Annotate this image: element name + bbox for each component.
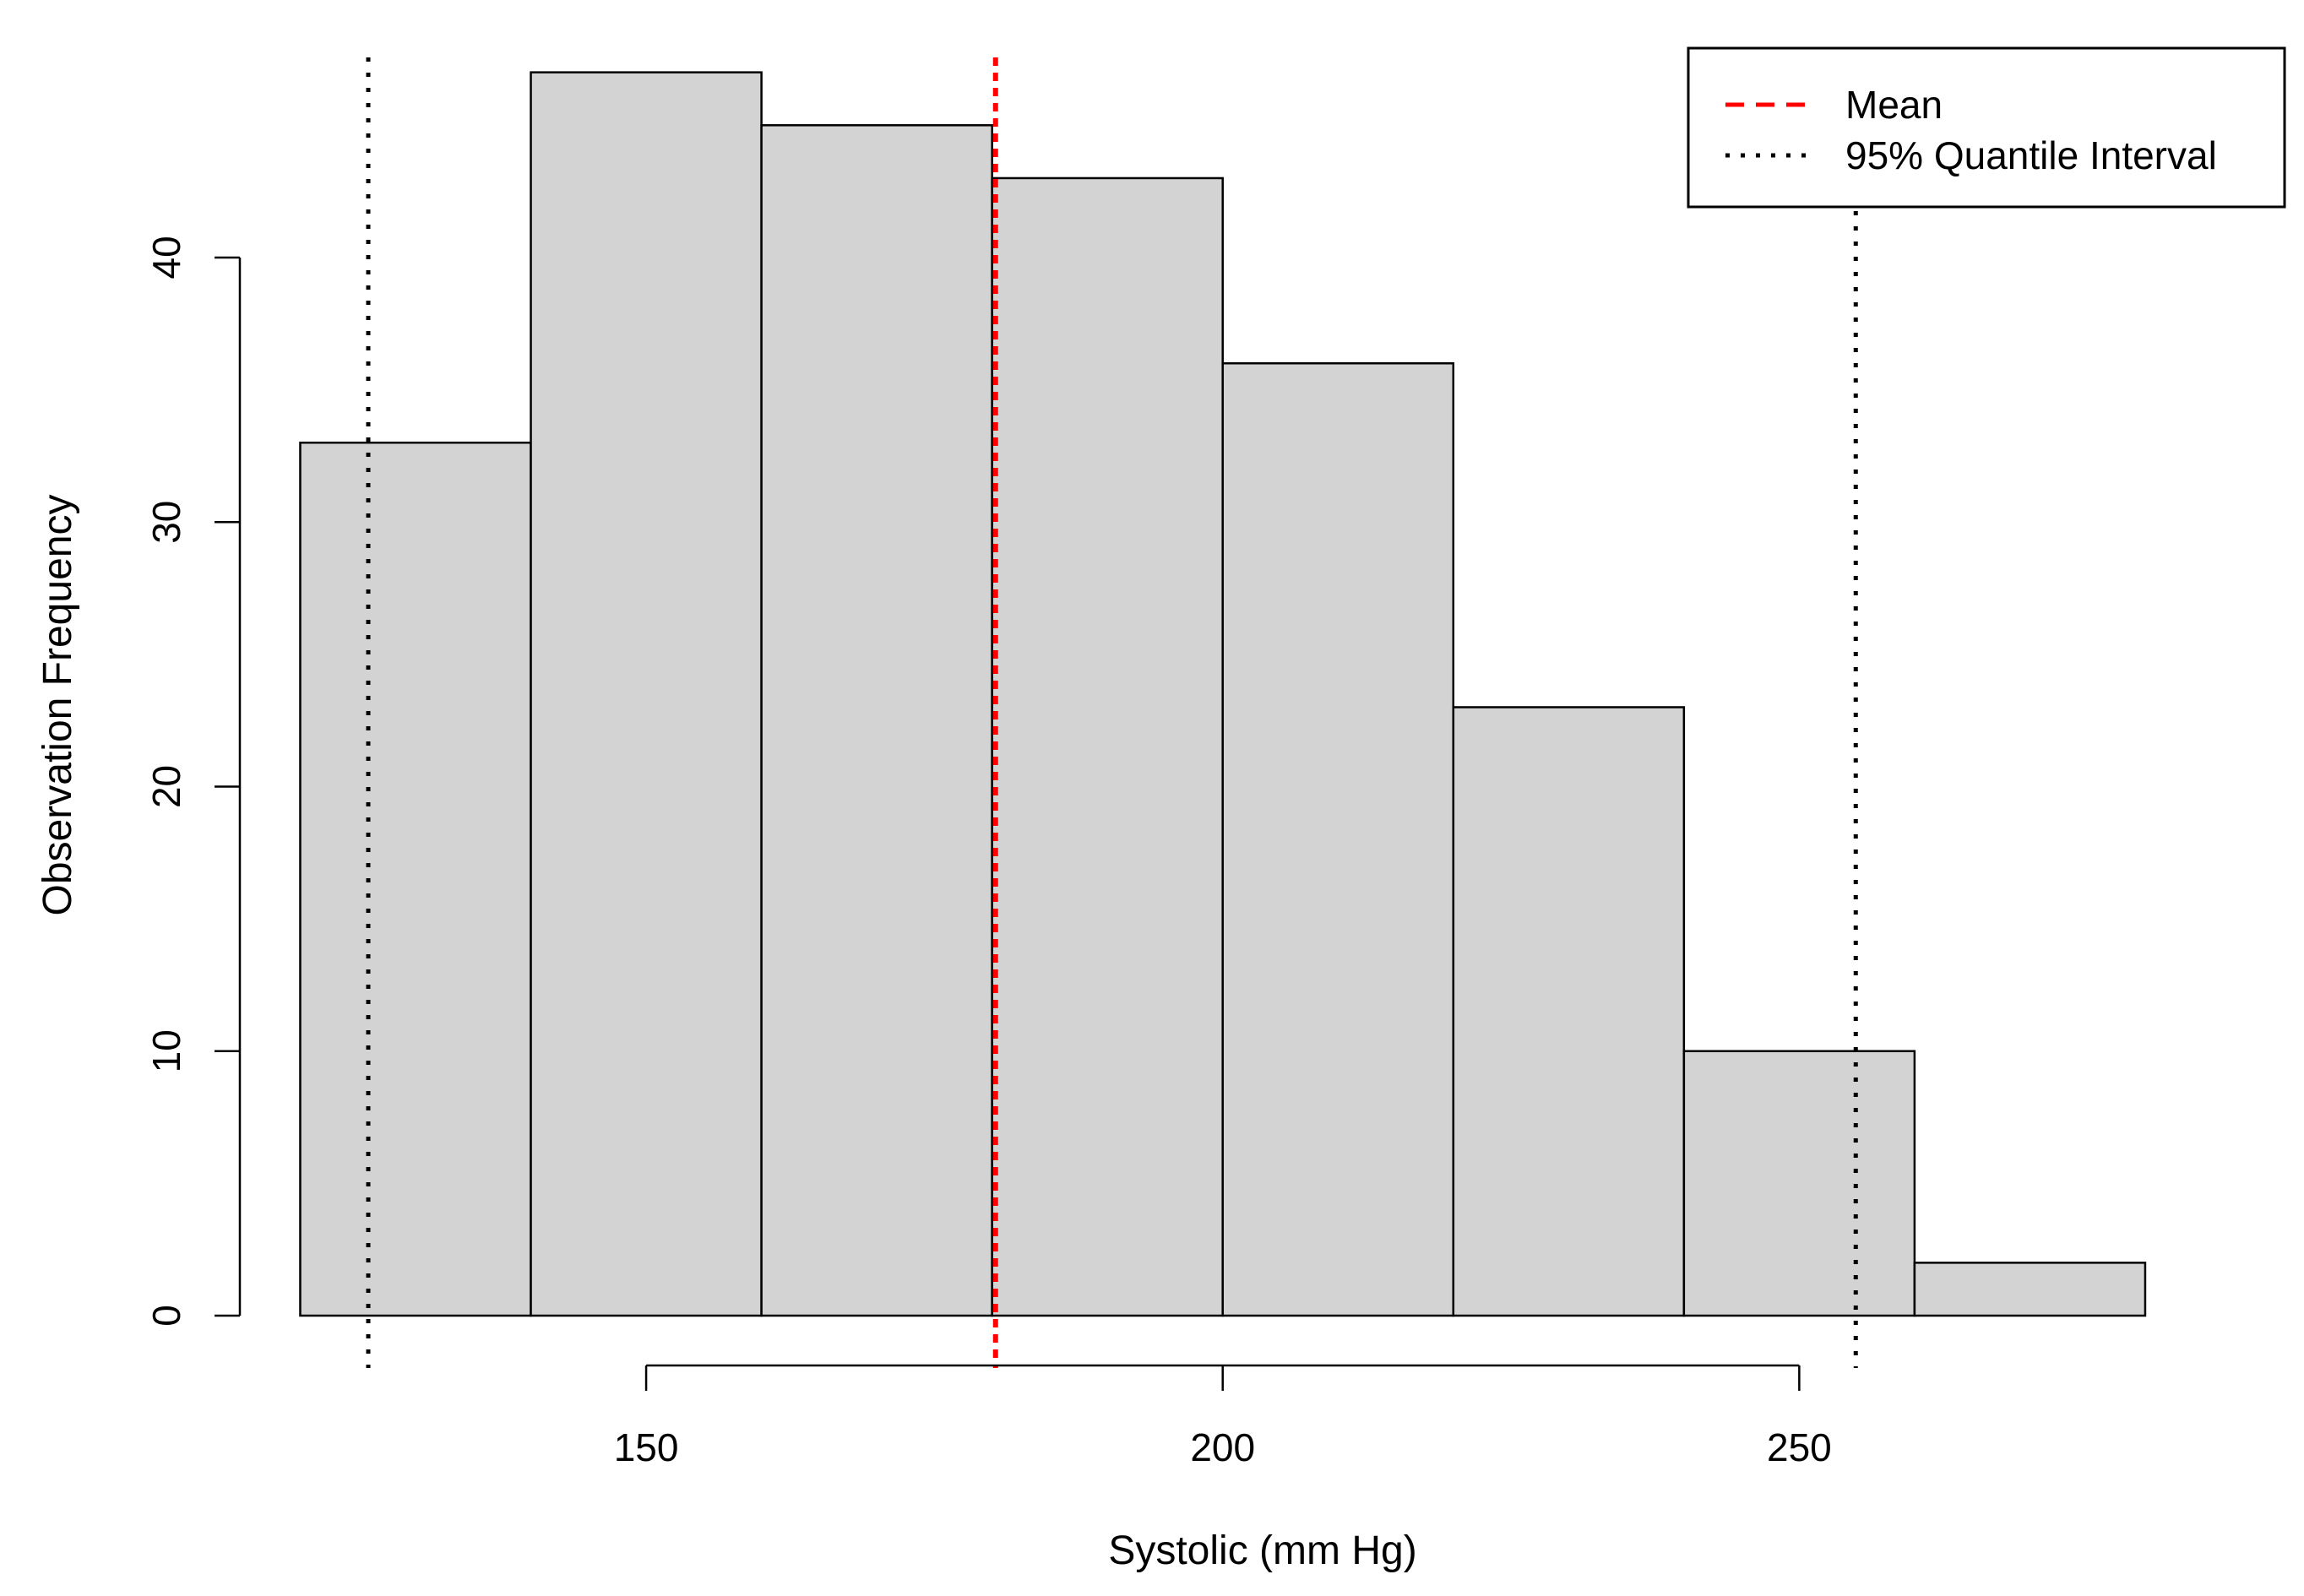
x-axis: 150 200 250 — [614, 1364, 1832, 1469]
y-tick-label-20: 20 — [144, 765, 188, 808]
histogram-bar-5 — [1221, 361, 1455, 1317]
histogram-bar-1 — [299, 441, 532, 1317]
histogram-bar-2 — [530, 71, 763, 1317]
histogram-bars — [299, 71, 2147, 1317]
y-axis: 0 10 20 30 40 — [144, 236, 242, 1327]
histogram-bar-4 — [991, 176, 1224, 1317]
x-axis-label: Systolic (mm Hg) — [1108, 1528, 1416, 1573]
y-tick-label-10: 10 — [144, 1029, 188, 1072]
legend-box — [1687, 46, 2286, 209]
y-axis-label: Observation Frequency — [35, 495, 80, 916]
histogram-bar-6 — [1452, 706, 1686, 1317]
x-tick-label-250: 250 — [1767, 1425, 1832, 1469]
x-tick-label-150: 150 — [614, 1425, 679, 1469]
legend-quantile-label: 95% Quantile Interval — [1845, 133, 2217, 177]
legend: Mean 95% Quantile Interval — [1687, 46, 2286, 209]
histogram-bar-8 — [1913, 1262, 2147, 1317]
histogram-bar-7 — [1682, 1050, 1916, 1317]
legend-mean-label: Mean — [1845, 83, 1943, 127]
y-tick-label-40: 40 — [144, 236, 188, 279]
y-tick-label-0: 0 — [144, 1305, 188, 1327]
reference-lines — [366, 57, 1858, 1368]
y-tick-label-30: 30 — [144, 501, 188, 544]
histogram-bar-3 — [760, 124, 993, 1317]
x-tick-label-200: 200 — [1190, 1425, 1255, 1469]
